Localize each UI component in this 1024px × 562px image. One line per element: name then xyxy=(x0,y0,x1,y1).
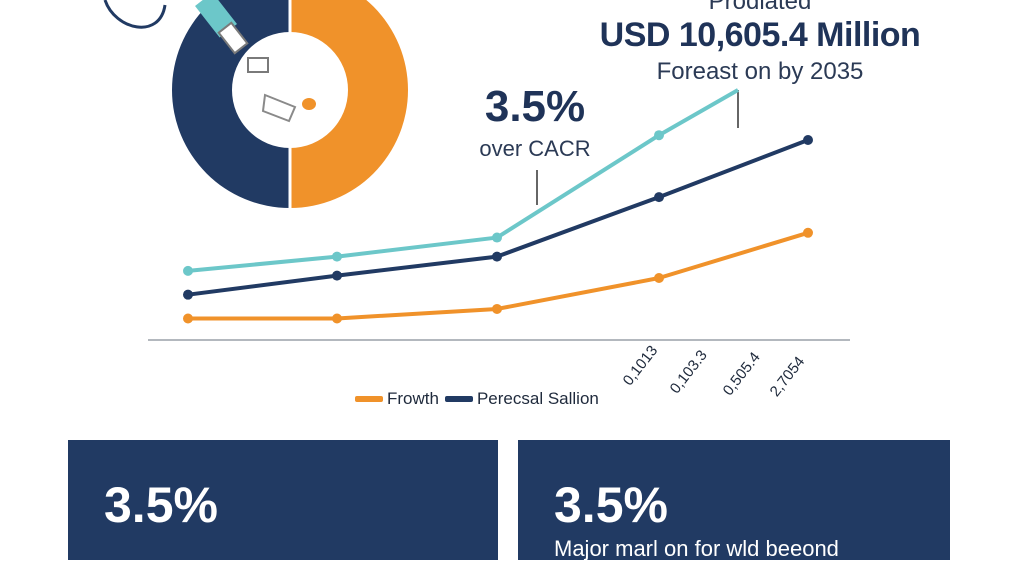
series-1-point-3 xyxy=(492,232,502,243)
legend-swatch-orange xyxy=(355,396,383,402)
donut-slice-navy xyxy=(172,0,290,208)
headline-top: Prodiated xyxy=(708,0,812,15)
stat-card-1-value: 3.5% xyxy=(104,477,218,533)
legend-label-growth: Frowth xyxy=(387,389,439,408)
clamp-shape xyxy=(261,93,297,123)
market-value-headline: USD 10,605.4 Million xyxy=(599,16,921,54)
donut-slice-orange xyxy=(290,0,408,208)
syringe-hub xyxy=(247,57,269,73)
syringe-illustration xyxy=(103,0,316,123)
series-1-point-2 xyxy=(332,251,342,262)
syringe-body xyxy=(217,21,249,55)
tube-line xyxy=(103,0,167,29)
series-3-point-1 xyxy=(183,313,193,324)
series-2-point-2 xyxy=(332,270,342,281)
chart-legend: Frowth Perecsal Sallion xyxy=(355,389,605,409)
stat-card-2-value: 3.5% xyxy=(554,477,668,533)
series-1-point-4 xyxy=(654,130,664,141)
legend-item-growth: Frowth xyxy=(355,389,439,409)
series-2-point-5 xyxy=(803,134,813,145)
series-1-point-1 xyxy=(183,265,193,276)
drop-shape xyxy=(302,98,316,110)
chart-canvas xyxy=(103,0,850,341)
donut-chart xyxy=(172,0,408,208)
stat-card-2: 3.5% Major marl on for wld beeond xyxy=(518,440,950,561)
legend-swatch-navy xyxy=(444,396,473,402)
cagr-label: over CACR xyxy=(479,136,591,161)
line-series-group xyxy=(183,88,813,324)
cagr-value: 3.5% xyxy=(484,82,586,131)
series-2-point-4 xyxy=(654,192,664,203)
series-2-point-3 xyxy=(492,251,502,262)
series-2-point-1 xyxy=(183,289,193,300)
stat-card-1: 3.5% xyxy=(68,440,498,560)
legend-label-sallion: Perecsal Sallion xyxy=(476,389,599,408)
series-3-point-3 xyxy=(492,303,502,314)
series-3-point-4 xyxy=(654,273,664,284)
series-3-point-5 xyxy=(803,227,813,238)
legend-item-sallion: Perecsal Sallion xyxy=(444,389,599,409)
forecast-subtitle: Foreast on by 2035 xyxy=(656,58,864,85)
stat-card-2-text: Major marl on for wld beeond xyxy=(554,536,839,561)
series-3-point-2 xyxy=(332,313,342,324)
